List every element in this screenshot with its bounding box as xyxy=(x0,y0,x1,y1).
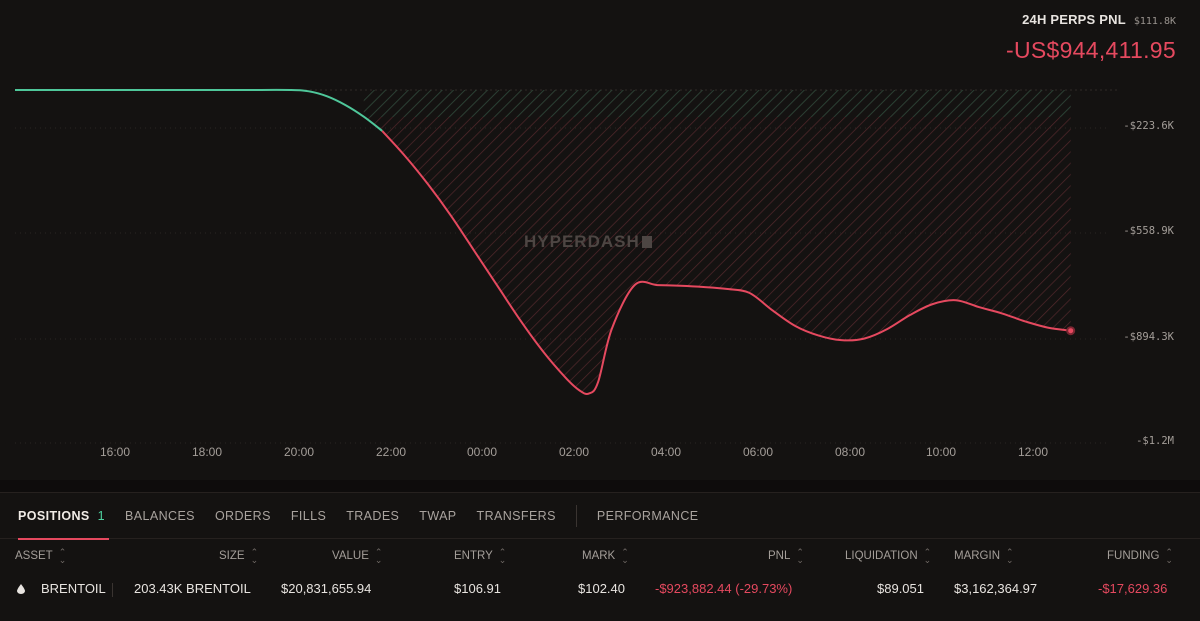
column-label: ENTRY xyxy=(454,550,493,562)
hyperdash-watermark: HYPERDASH xyxy=(524,232,652,252)
x-tick-label: 02:00 xyxy=(558,445,590,459)
column-label: ASSET xyxy=(15,550,53,562)
tab-transfers[interactable]: TRANSFERS xyxy=(476,508,556,523)
x-tick-label: 18:00 xyxy=(191,445,223,459)
sort-icon: ⌃ ⌄ xyxy=(374,547,383,565)
column-header-margin[interactable]: MARGIN ⌃ ⌄ xyxy=(954,547,1014,565)
column-header-mark[interactable]: MARK ⌃ ⌄ xyxy=(582,547,629,565)
column-label: MARK xyxy=(582,550,616,562)
column-header-asset[interactable]: ASSET ⌃ ⌄ xyxy=(15,547,67,565)
tab-divider xyxy=(575,504,577,527)
y-tick-label: -$558.9K xyxy=(1123,225,1174,237)
sort-icon: ⌃ ⌄ xyxy=(1165,547,1173,565)
position-margin: $3,162,364.97 xyxy=(954,581,1038,596)
positions-count-badge: 1 xyxy=(97,508,106,523)
column-label: MARGIN xyxy=(954,550,1000,562)
x-tick-label: 20:00 xyxy=(283,445,315,459)
column-header-liquidation[interactable]: LIQUIDATION ⌃ ⌄ xyxy=(845,547,932,565)
sort-icon: ⌃ ⌄ xyxy=(1006,547,1014,565)
position-asset[interactable]: BRENTOIL xyxy=(41,581,106,596)
column-label: SIZE xyxy=(219,550,245,562)
series-line-positive xyxy=(15,88,383,132)
tab-performance[interactable]: PERFORMANCE xyxy=(596,508,699,523)
x-tick-label: 06:00 xyxy=(742,445,774,459)
cell-divider xyxy=(112,583,113,597)
x-tick-label: 10:00 xyxy=(925,445,957,459)
column-header-size[interactable]: SIZE ⌃ ⌄ xyxy=(219,547,259,565)
chart-loss-area xyxy=(363,90,1071,395)
position-liquidation: $89.051 xyxy=(877,581,924,596)
sort-icon: ⌃ ⌄ xyxy=(923,547,932,565)
position-pnl: -$923,882.44 (-29.73%) xyxy=(655,581,793,596)
pnl-chart[interactable] xyxy=(0,0,1200,480)
x-tick-label: 08:00 xyxy=(834,445,866,459)
x-tick-label: 12:00 xyxy=(1017,445,1049,459)
position-entry: $106.91 xyxy=(454,581,501,596)
x-tick-label: 00:00 xyxy=(466,445,498,459)
tab-balances[interactable]: BALANCES xyxy=(125,508,195,523)
pnl-chart-panel: 24H PERPS PNL $111.8K -US$944,411.95 -$2… xyxy=(0,0,1200,480)
chart-series-line xyxy=(15,88,1076,396)
column-header-entry[interactable]: ENTRY ⌃ ⌄ xyxy=(454,547,507,565)
tab-trades[interactable]: TRADES xyxy=(346,508,400,523)
series-line-negative xyxy=(381,130,1071,396)
pnl-header: 24H PERPS PNL $111.8K -US$944,411.95 xyxy=(1006,12,1176,64)
y-tick-label: -$1.2M xyxy=(1136,435,1174,447)
y-tick-label: -$894.3K xyxy=(1123,331,1174,343)
x-tick-label: 22:00 xyxy=(375,445,407,459)
sort-icon: ⌃ ⌄ xyxy=(250,547,259,565)
positions-panel: POSITIONS 1 BALANCES ORDERS FILLS TRADES… xyxy=(0,492,1200,621)
tab-positions[interactable]: POSITIONS 1 xyxy=(18,493,110,540)
sort-icon: ⌃ ⌄ xyxy=(498,547,507,565)
current-point xyxy=(1066,326,1076,336)
sort-icon: ⌃ ⌄ xyxy=(621,547,629,565)
column-header-pnl[interactable]: PNL ⌃ ⌄ xyxy=(768,547,804,565)
tab-fills[interactable]: FILLS xyxy=(290,508,327,523)
column-label: VALUE xyxy=(332,550,369,562)
oil-drop-icon xyxy=(17,584,25,594)
tab-orders[interactable]: ORDERS xyxy=(214,508,271,523)
y-tick-top: $111.8K xyxy=(1133,16,1176,27)
position-funding: -$17,629.36 xyxy=(1098,581,1168,596)
column-header-funding[interactable]: FUNDING ⌃ ⌄ xyxy=(1107,547,1173,565)
sort-icon: ⌃ ⌄ xyxy=(796,547,804,565)
x-tick-label: 04:00 xyxy=(650,445,682,459)
tab-positions-label: POSITIONS xyxy=(18,508,90,523)
watermark-text: HYPERDASH xyxy=(524,232,640,251)
x-tick-label: 16:00 xyxy=(99,445,131,459)
current-pnl-value: -US$944,411.95 xyxy=(1005,37,1176,63)
loss-area xyxy=(363,90,1071,395)
position-mark: $102.40 xyxy=(578,581,625,596)
position-size: 203.43K BRENTOIL xyxy=(134,581,251,596)
watermark-logo-icon xyxy=(641,236,652,248)
column-label: FUNDING xyxy=(1107,550,1160,562)
account-tabs: POSITIONS 1 BALANCES ORDERS FILLS TRADES… xyxy=(0,493,1200,540)
y-tick-label: -$223.6K xyxy=(1123,120,1174,132)
profit-band xyxy=(363,90,1071,117)
column-label: PNL xyxy=(768,550,791,562)
position-value: $20,831,655.94 xyxy=(281,581,372,596)
column-label: LIQUIDATION xyxy=(845,550,918,562)
tab-twap[interactable]: TWAP xyxy=(419,508,457,523)
sort-icon: ⌃ ⌄ xyxy=(58,547,67,565)
column-header-value[interactable]: VALUE ⌃ ⌄ xyxy=(332,547,383,565)
pnl-title: 24H PERPS PNL xyxy=(1022,12,1126,27)
